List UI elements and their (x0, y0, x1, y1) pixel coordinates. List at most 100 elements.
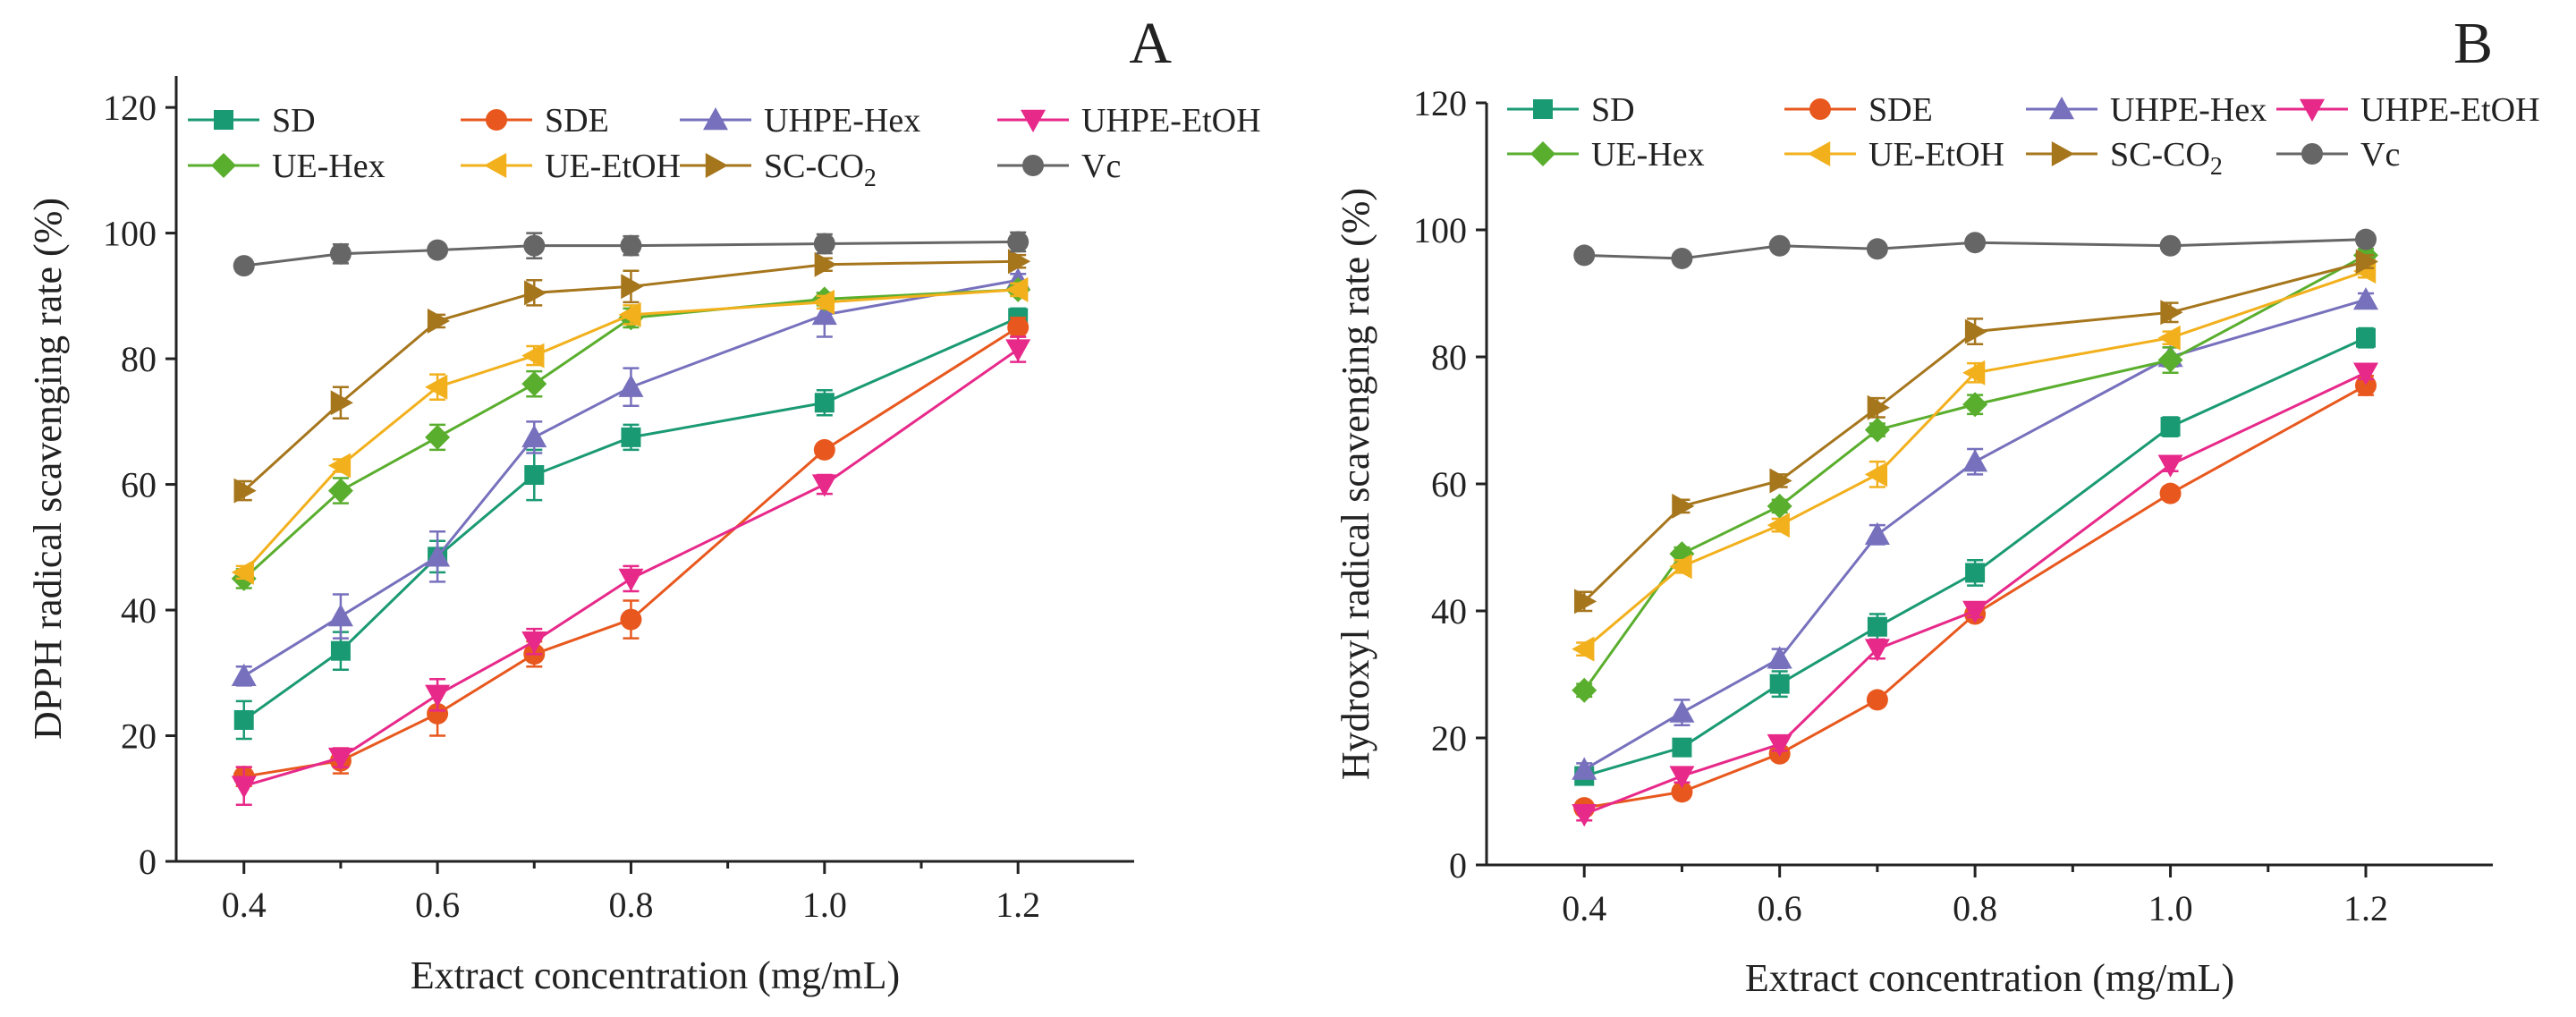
legend-label-main: SC-CO (2110, 136, 2210, 174)
legend-marker (486, 109, 507, 131)
data-point (1574, 589, 1597, 614)
data-point (1007, 231, 1030, 253)
series-ue-etoh (1572, 258, 2377, 662)
axes: 0 20 40 60 80 100 120 0.4 0.6 0.8 1.0 1.2 (1413, 83, 2493, 928)
series-vc (1573, 228, 2377, 269)
data-point (1962, 449, 1988, 472)
y-tick-label: 80 (1431, 337, 1467, 377)
y-tick-label: 120 (103, 88, 157, 128)
data-point (521, 631, 547, 655)
legend-label: SC-CO2 (2110, 136, 2223, 181)
legend-item: UE-EtOH (461, 148, 681, 185)
data-point (1867, 616, 1887, 637)
data-point (1964, 318, 1988, 344)
data-point (2353, 362, 2379, 386)
data-point (1867, 394, 1890, 420)
data-point (425, 424, 451, 450)
legend-item: SC-CO2 (680, 148, 877, 192)
series-line (1583, 260, 2367, 603)
data-point (1007, 249, 1031, 275)
legend-item: SDE (461, 102, 609, 140)
series-uhpe-hex (1572, 287, 2379, 780)
legend-marker (484, 153, 507, 178)
data-point (2353, 287, 2379, 310)
legend-label: UHPE-EtOH (1081, 102, 1261, 140)
data-point (1964, 232, 1987, 254)
data-point (2157, 347, 2183, 373)
legend-item: UHPE-Hex (2026, 91, 2267, 129)
data-point (231, 775, 257, 799)
data-point (1962, 360, 1986, 386)
data-point (330, 640, 351, 661)
data-point (1671, 247, 1693, 269)
data-point (2160, 417, 2181, 437)
legend-marker (1533, 99, 1553, 119)
series-vc (233, 231, 1030, 277)
data-point (327, 604, 353, 627)
legend-label-subscript: 2 (2210, 153, 2223, 181)
legend-marker (1809, 98, 1831, 120)
data-point (2356, 327, 2377, 348)
data-point (1669, 766, 1695, 789)
legend-marker (1022, 155, 1044, 176)
data-point (1669, 554, 1692, 580)
data-point (521, 343, 545, 369)
x-tick-label: 0.8 (608, 885, 653, 925)
panel-b: 0 20 40 60 80 100 120 0.4 0.6 0.8 1.0 1.2 Extract co… (1334, 11, 2540, 1000)
data-point (1864, 521, 1890, 545)
legend-item: UHPE-EtOH (2276, 91, 2540, 129)
y-tick-label: 100 (103, 214, 157, 254)
legend-marker (2051, 141, 2074, 166)
y-tick-label: 20 (121, 716, 157, 757)
y-tick-label: 60 (121, 465, 157, 505)
legend-label: UE-EtOH (545, 148, 681, 185)
data-point (1572, 757, 1597, 780)
data-point (1769, 468, 1792, 494)
legend-label: SC-CO2 (764, 148, 877, 192)
data-point (1864, 639, 1890, 662)
legend-marker (703, 107, 728, 131)
data-point (521, 424, 547, 448)
legend-label: UHPE-Hex (2110, 91, 2267, 129)
legend-item: SD (188, 102, 316, 140)
legend-marker (2300, 98, 2325, 122)
data-point (620, 234, 642, 257)
legend-item: Vc (997, 148, 1121, 185)
series-sc-co2 (233, 249, 1031, 504)
legend: SD SDE UHPE-Hex UHPE-EtOH UE-Hex UE-EtOH SC-CO… (188, 102, 1261, 192)
data-point (2157, 454, 2183, 478)
data-point (233, 478, 257, 504)
data-point (813, 438, 835, 461)
data-point (327, 453, 352, 479)
series-sc-co2 (1574, 249, 2379, 614)
legend-item: UHPE-Hex (680, 102, 920, 140)
legend-label: UE-Hex (1591, 136, 1705, 174)
data-point (2159, 234, 2182, 257)
y-axis-title: DPPH radical scavenging rate (%) (26, 198, 70, 740)
legend-item: SDE (1784, 91, 1933, 129)
legend-label-subscript: 2 (864, 165, 877, 192)
data-point (618, 301, 641, 327)
series-uhpe-etoh (1572, 362, 2379, 827)
legend-label: SD (272, 102, 316, 140)
legend-marker (2301, 143, 2323, 165)
data-point (620, 608, 642, 631)
data-point (427, 239, 449, 261)
x-axis-title: Extract concentration (mg/mL) (1745, 956, 2234, 1000)
legend-label-main: SC-CO (764, 148, 864, 185)
data-point (1767, 733, 1792, 758)
data-point (523, 234, 546, 257)
data-point (1572, 804, 1597, 827)
data-point (1767, 493, 1792, 519)
legend-label: Vc (2360, 136, 2400, 174)
data-point (329, 242, 352, 265)
legend-marker (2049, 97, 2074, 120)
y-tick-label: 40 (1431, 591, 1467, 631)
legend-item: Vc (2276, 136, 2400, 174)
data-point (425, 684, 451, 708)
data-point (427, 702, 449, 725)
x-tick-label: 1.0 (802, 885, 847, 925)
data-point (1864, 462, 1888, 487)
legend-label: SD (1591, 91, 1635, 129)
